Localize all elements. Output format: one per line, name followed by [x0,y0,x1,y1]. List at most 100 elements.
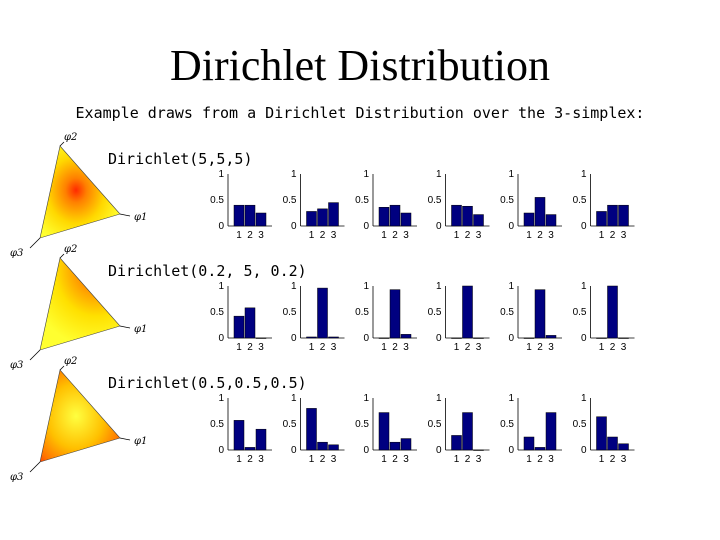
y-tick-label: 0 [218,333,224,344]
x-tick-label: 3 [403,230,409,241]
simplex-label-phi1: φ1 [134,436,147,447]
x-tick-label: 3 [258,230,264,241]
x-tick-label: 1 [309,230,315,241]
bar [596,337,607,339]
y-tick-label: 0 [291,333,297,344]
simplex-axis-phi1 [119,437,131,441]
y-tick-label: 0 [581,333,587,344]
x-tick-label: 1 [236,454,242,465]
bar [462,205,473,227]
bar [389,204,401,227]
bar [306,336,317,339]
x-tick-label: 2 [537,454,543,465]
bar-panel: 00.511 2 3 [283,169,345,241]
bar [618,204,629,227]
x-tick-label: 2 [537,342,543,353]
x-tick-label: 2 [610,230,616,241]
x-tick-label: 2 [247,230,253,241]
x-tick-label: 3 [548,230,554,241]
y-tick-label: 0 [363,333,369,344]
y-tick-label: 1 [581,393,587,404]
y-tick-label: 0.5 [500,307,514,318]
simplex-axis-phi3 [29,461,41,473]
bar [255,212,267,227]
y-tick-label: 0 [581,221,587,232]
y-tick-label: 0.5 [573,195,587,206]
simplex-density [39,257,121,351]
x-tick-label: 3 [476,454,482,465]
y-tick-label: 0.5 [283,419,297,430]
bar-panel: 00.511 2 3 [573,281,635,353]
bar [328,444,339,451]
x-tick-label: 3 [548,454,554,465]
x-tick-label: 2 [465,342,471,353]
bar-panel: 00.511 2 3 [428,393,490,465]
simplex-label-phi3: φ3 [10,248,23,259]
y-tick-label: 1 [363,169,369,180]
x-tick-label: 1 [526,230,532,241]
x-tick-label: 1 [599,230,605,241]
x-tick-label: 1 [454,230,460,241]
y-tick-label: 0 [508,221,514,232]
bar-panel: 00.511 2 3 [210,393,272,465]
y-tick-label: 1 [508,393,514,404]
row-label: Dirichlet(0.5,0.5,0.5) [108,374,307,392]
x-tick-label: 3 [331,342,337,353]
bar-panel: 00.511 2 3 [428,169,490,241]
y-tick-label: 1 [508,281,514,292]
y-tick-label: 0.5 [283,307,297,318]
x-tick-label: 2 [465,230,471,241]
bar-panel: 00.511 2 3 [355,281,417,353]
x-tick-label: 2 [320,342,326,353]
y-tick-label: 0 [363,445,369,456]
simplex-axis-phi1 [119,325,131,329]
x-tick-label: 2 [320,454,326,465]
x-tick-label: 3 [403,342,409,353]
bar [400,334,412,339]
x-tick-label: 1 [526,454,532,465]
x-tick-label: 2 [537,230,543,241]
simplex-label-phi2: φ2 [64,356,77,367]
bar [545,412,557,451]
x-tick-label: 2 [392,454,398,465]
bar [306,408,317,451]
y-tick-label: 0 [436,333,442,344]
simplex-axis-phi2 [59,253,65,259]
y-tick-label: 0.5 [355,307,369,318]
slide-title: Dirichlet Distribution [169,41,551,90]
bar [618,443,629,451]
x-tick-label: 1 [454,454,460,465]
bar [244,307,256,339]
x-tick-label: 3 [621,454,627,465]
x-tick-label: 1 [236,230,242,241]
y-tick-label: 0.5 [428,307,442,318]
bar [462,285,473,339]
y-tick-label: 0.5 [573,419,587,430]
y-tick-label: 0 [508,445,514,456]
x-tick-label: 1 [309,454,315,465]
x-tick-label: 3 [258,454,264,465]
y-tick-label: 1 [291,169,297,180]
bar [255,337,267,339]
x-tick-label: 3 [403,454,409,465]
bar [451,435,462,451]
bar-panel: 00.511 2 3 [210,169,272,241]
y-tick-label: 0 [436,445,442,456]
y-tick-label: 1 [363,393,369,404]
bar [451,337,462,339]
bar-panel: 00.511 2 3 [500,169,562,241]
x-tick-label: 2 [247,454,253,465]
bar [255,428,267,451]
bar [378,337,390,339]
bar-panel: 00.511 2 3 [500,281,562,353]
bar [534,289,546,339]
y-tick-label: 0.5 [210,195,224,206]
x-tick-label: 2 [247,342,253,353]
y-tick-label: 1 [291,281,297,292]
y-tick-label: 1 [363,281,369,292]
bar [244,204,256,227]
x-tick-label: 3 [621,342,627,353]
bar [534,197,546,227]
